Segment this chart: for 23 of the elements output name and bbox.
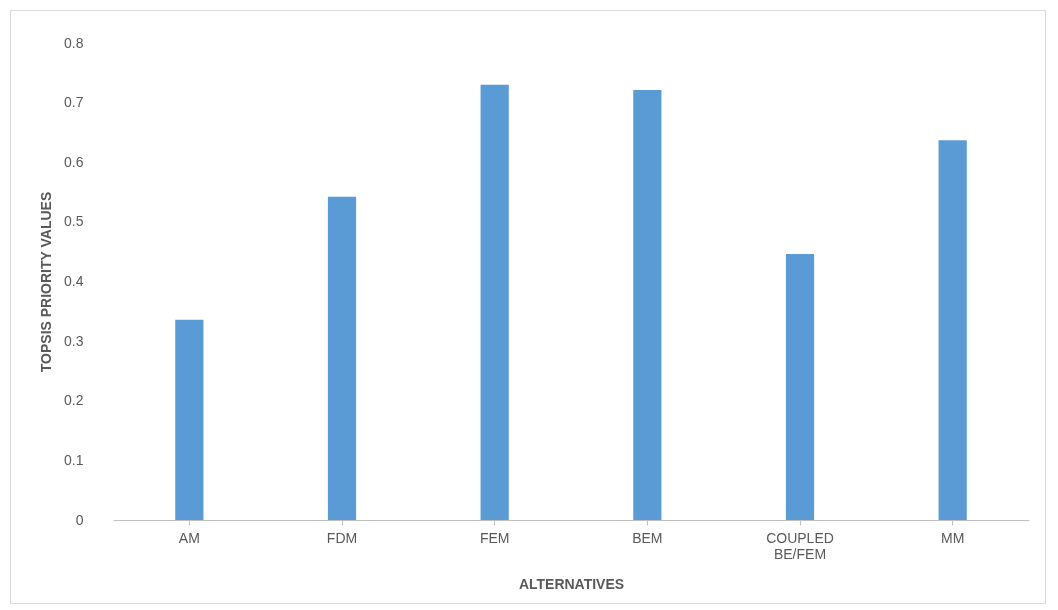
bar — [327, 196, 357, 520]
y-tick-label: 0.7 — [64, 94, 84, 111]
y-tick-label: 0.1 — [64, 451, 84, 468]
bar — [633, 90, 662, 520]
x-tick-label: FEM — [479, 529, 510, 546]
bar — [785, 254, 815, 520]
y-tick-label: 0.3 — [64, 332, 84, 349]
x-tick-label: FDM — [326, 529, 358, 546]
y-tick-label: 0.2 — [64, 392, 84, 409]
x-tick-label: COUPLED BE/FEM — [766, 529, 834, 562]
bar — [480, 84, 509, 520]
y-tick-label: 0.4 — [64, 273, 84, 289]
y-axis-title: TOPSIS PRIORITY VALUES — [38, 191, 55, 373]
y-tick-label: 0.6 — [64, 153, 84, 170]
x-tick-label: AM — [178, 529, 200, 546]
y-tick-label: 0 — [75, 511, 84, 528]
bar — [175, 319, 204, 520]
x-tick-label: MM — [941, 529, 965, 546]
y-tick-label: 0.8 — [64, 34, 84, 51]
bar — [938, 140, 967, 520]
x-tick-label: BEM — [632, 529, 663, 546]
y-tick-label: 0.5 — [64, 213, 84, 230]
x-axis-title: ALTERNATIVES — [518, 575, 625, 592]
